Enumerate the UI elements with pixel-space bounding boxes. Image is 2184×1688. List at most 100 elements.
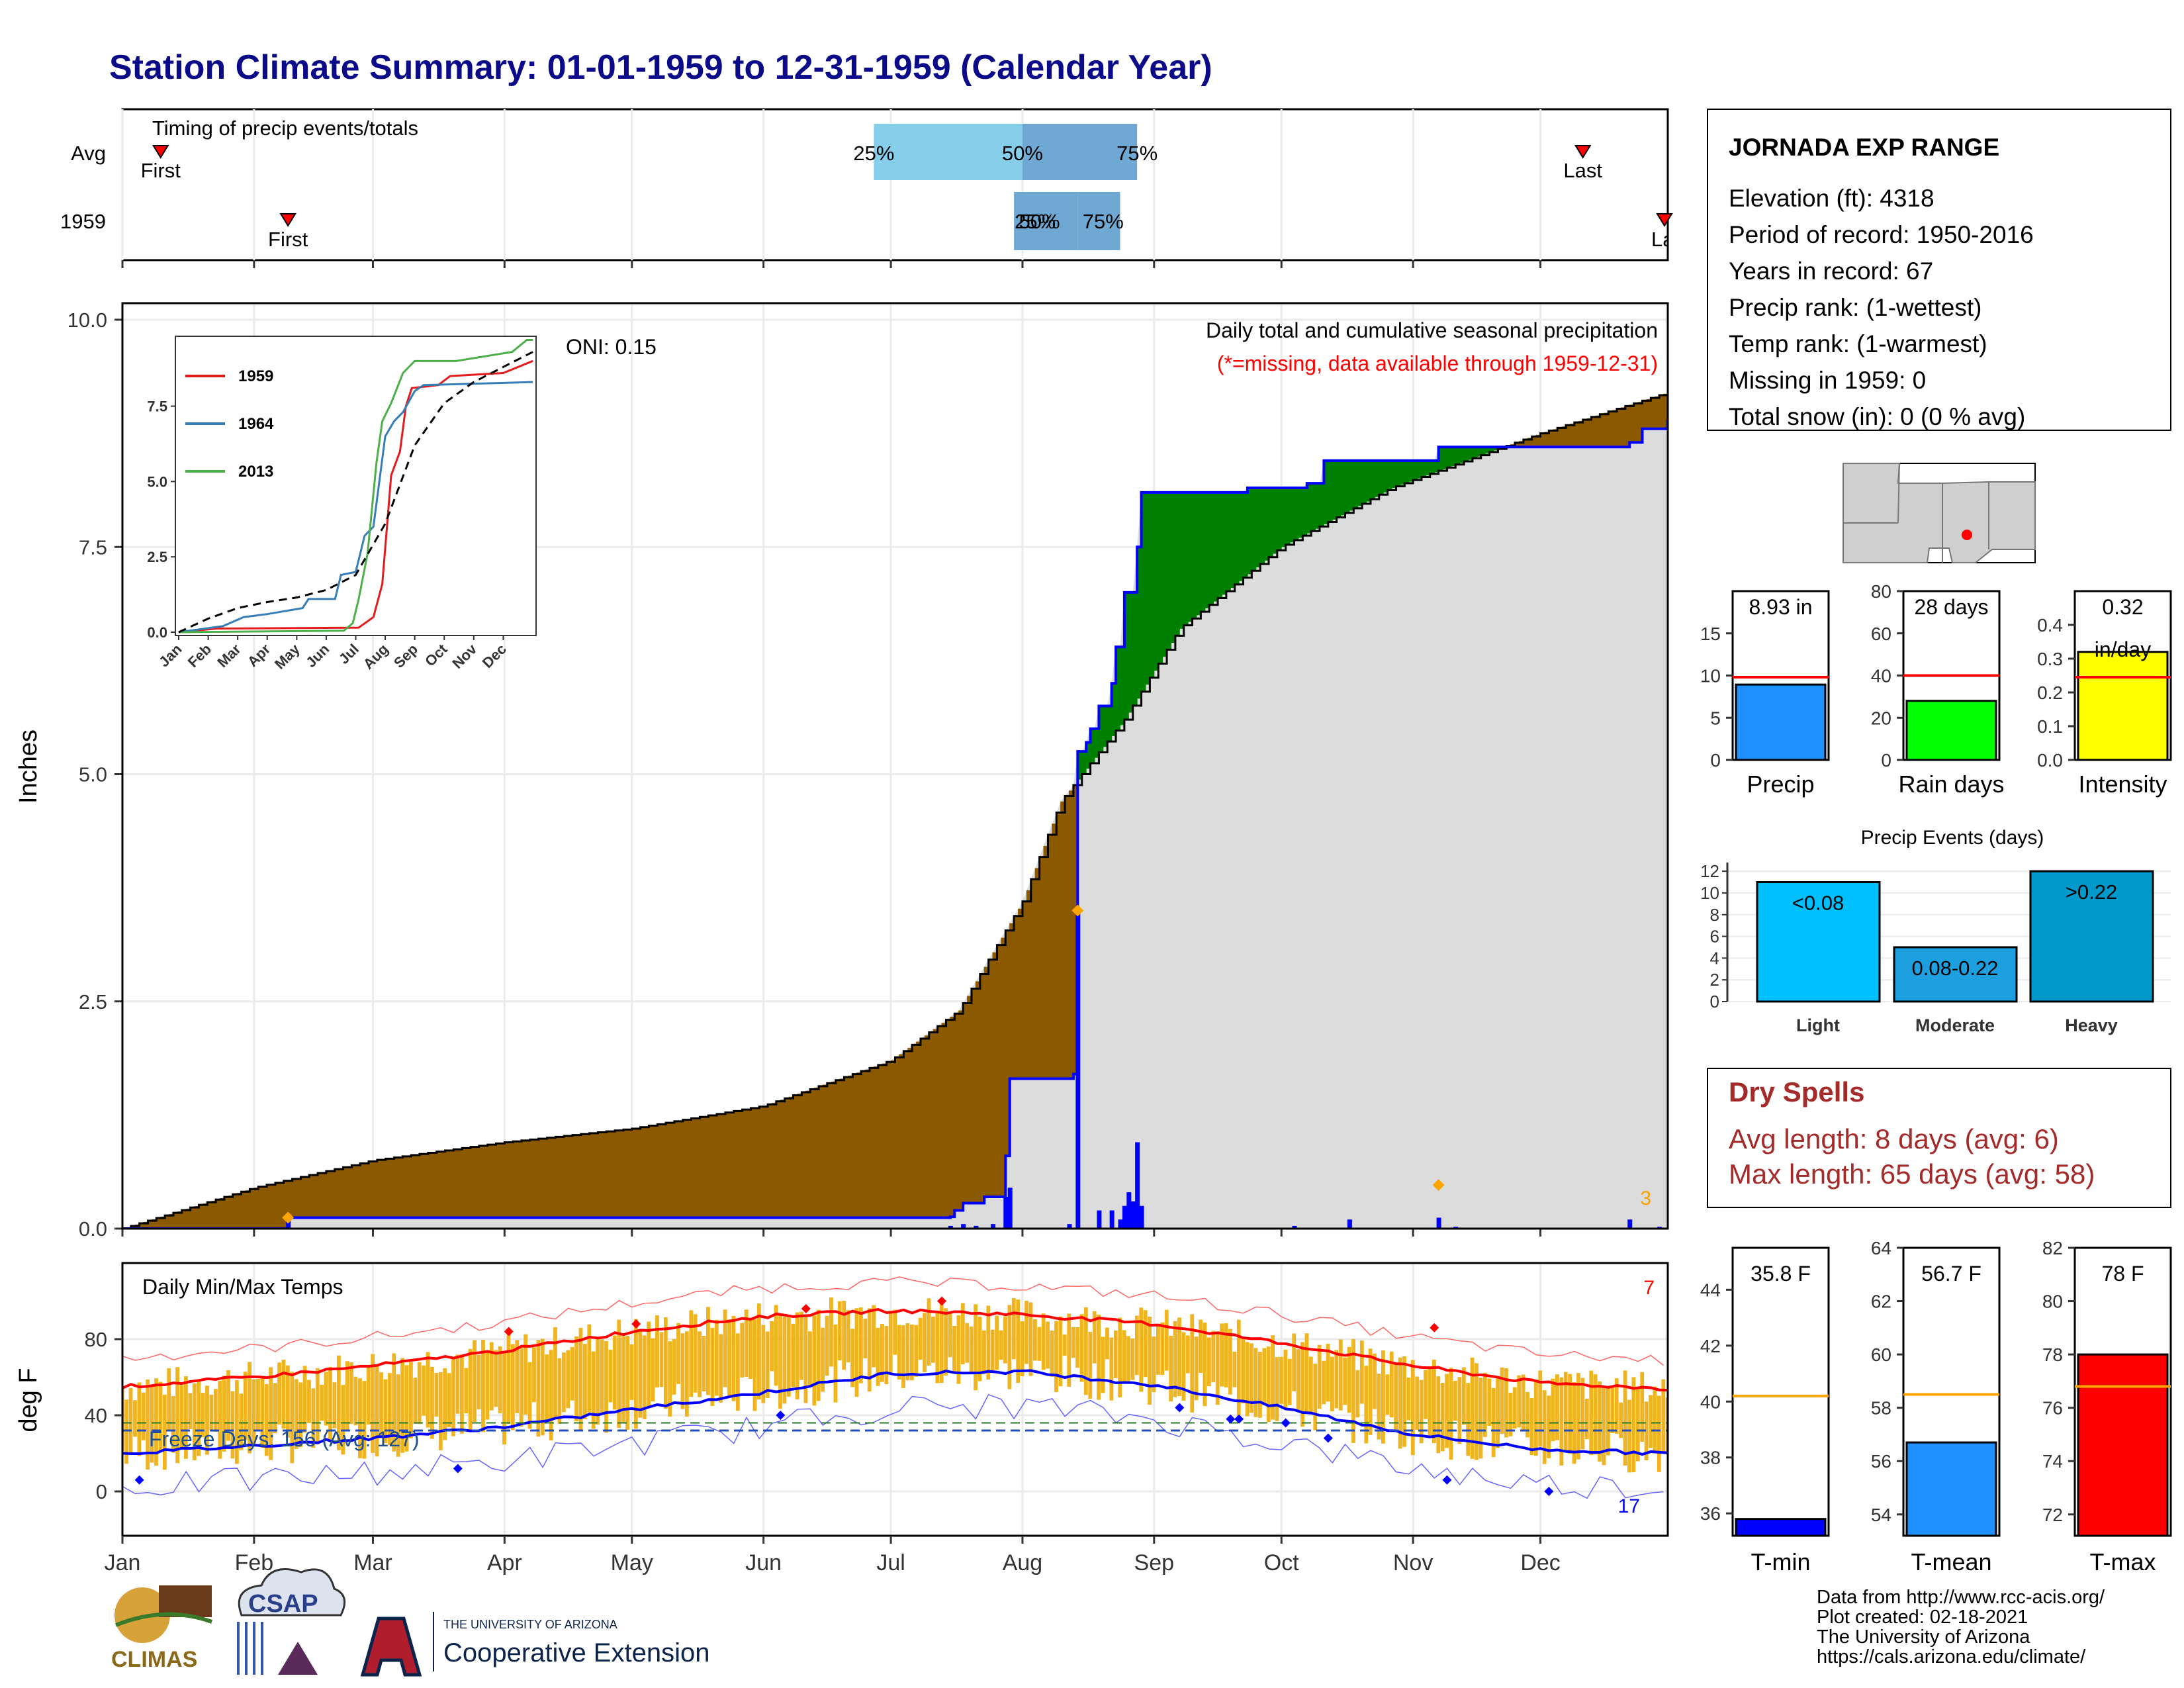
- inset-series-line: [178, 351, 533, 633]
- daily-precip-bar: [1007, 1188, 1013, 1229]
- record-low-marker: [453, 1464, 463, 1474]
- daily-temp-bar: [473, 1340, 477, 1422]
- daily-temp-bar: [1092, 1311, 1097, 1364]
- locator-map: [1843, 463, 2036, 563]
- station-info-box: JORNADA EXP RANGE Elevation (ft): 4318 P…: [1707, 109, 2171, 431]
- daily-temp-bar: [566, 1350, 570, 1409]
- cumulative-gray-area: [122, 392, 1668, 1229]
- daily-temp-bar: [358, 1378, 362, 1458]
- daily-temp-bar: [447, 1373, 451, 1428]
- daily-temp-bar: [1389, 1351, 1394, 1418]
- csap-cloud-shape: [238, 1568, 346, 1617]
- daily-temp-bar: [1206, 1337, 1211, 1387]
- daily-temp-bar: [884, 1326, 889, 1385]
- station-elevation: Elevation (ft): 4318: [1729, 185, 1934, 212]
- daily-temp-bar: [799, 1311, 803, 1380]
- daily-temp-bar: [222, 1376, 226, 1452]
- precip-count-label: 3: [1640, 1188, 1651, 1209]
- daily-temp-bar: [167, 1368, 171, 1431]
- daily-temp-bar: [1215, 1331, 1220, 1405]
- daily-temp-bar: [1292, 1333, 1297, 1391]
- timing-year-bar-lower: [1014, 192, 1078, 250]
- temp-month-label: Sep: [1134, 1550, 1175, 1575]
- daily-temp-bar: [1245, 1342, 1250, 1417]
- daily-temp-bar: [608, 1350, 613, 1403]
- daily-temp-bar: [302, 1366, 307, 1433]
- daily-temp-bar: [629, 1344, 634, 1400]
- daily-temp-bar: [1517, 1375, 1522, 1428]
- precip-diamond-marker: [282, 1211, 295, 1224]
- daily-temp-bar: [672, 1339, 676, 1395]
- temp-month-label: Nov: [1393, 1550, 1433, 1575]
- daily-temp-bar: [782, 1316, 787, 1404]
- daily-temp-bar: [829, 1297, 833, 1367]
- daily-temp-bar: [1402, 1356, 1406, 1447]
- inset-legend-label: 1959: [238, 367, 273, 385]
- precip-diamond-marker: [1071, 904, 1084, 917]
- footer-line-url: https://cals.arizona.edu/climate/: [1817, 1646, 2086, 1667]
- daily-temp-bar: [612, 1335, 617, 1410]
- timing-year-p50: 50%: [1019, 210, 1060, 233]
- temp-panel-frame: [121, 1262, 1669, 1537]
- precip-tick-label: 7.5: [79, 536, 107, 559]
- dry-spells-frame: [1707, 1068, 2171, 1208]
- daily-temp-bar: [710, 1328, 715, 1406]
- daily-temp-bar: [1109, 1337, 1114, 1401]
- daily-temp-bar: [1415, 1376, 1420, 1430]
- daily-temp-bar: [400, 1358, 404, 1453]
- daily-temp-bar: [893, 1309, 897, 1355]
- daily-temp-bar: [1385, 1374, 1390, 1415]
- record-high-marker: [801, 1304, 811, 1313]
- daily-temp-bar: [175, 1367, 179, 1464]
- daily-temp-bar: [1406, 1378, 1411, 1421]
- daily-temp-bar: [230, 1391, 235, 1459]
- daily-temp-bar: [336, 1355, 341, 1450]
- daily-temp-bar: [1262, 1348, 1267, 1405]
- daily-temp-bar: [315, 1368, 320, 1444]
- record-low-marker: [1323, 1433, 1333, 1443]
- daily-temp-bar: [1355, 1370, 1360, 1418]
- daily-temp-bar: [124, 1399, 129, 1464]
- daily-temp-bar: [1169, 1335, 1173, 1402]
- daily-temp-bar: [621, 1336, 625, 1423]
- precip-daily-bars: [282, 904, 1662, 1229]
- daily-temp-bar: [1631, 1377, 1636, 1473]
- timing-panel-label: Timing of precip events/totals: [152, 117, 418, 140]
- daily-temp-bar: [1203, 1323, 1207, 1407]
- temp-panel: Daily Min/Max Temps Freeze Days: 156 (Av…: [15, 1262, 1669, 1575]
- daily-temp-bar: [307, 1380, 311, 1423]
- daily-precip-bar: [1122, 1205, 1127, 1229]
- daily-temp-bar: [1250, 1343, 1253, 1413]
- daily-temp-bar: [1343, 1357, 1347, 1405]
- climas-logo-block: [159, 1585, 212, 1617]
- daily-temp-bar: [842, 1301, 846, 1370]
- daily-precip-bar: [991, 1224, 996, 1229]
- daily-temp-bar: [770, 1321, 774, 1372]
- daily-temp-bar: [1139, 1307, 1144, 1392]
- daily-temp-bar: [1236, 1319, 1241, 1417]
- events-tick-label: 4: [1710, 948, 1719, 968]
- dry-spells-max: Max length: 65 days (avg: 58): [1729, 1158, 2095, 1190]
- daily-temp-bar: [1283, 1349, 1288, 1409]
- daily-temp-bar: [459, 1354, 464, 1434]
- daily-temp-bar: [867, 1308, 872, 1392]
- daily-temp-bar: [1308, 1356, 1313, 1415]
- temp-summary-tick-label: 38: [1700, 1448, 1721, 1468]
- daily-temp-bar: [965, 1323, 970, 1363]
- summary-bar-tick-label: 0.3: [2037, 649, 2063, 669]
- precip-event-bar-label: <0.08: [1792, 892, 1844, 915]
- daily-temp-bar: [752, 1319, 757, 1411]
- daily-temp-bar: [1156, 1324, 1160, 1375]
- daily-temp-bar: [1496, 1376, 1500, 1448]
- daily-temp-bar: [633, 1319, 638, 1429]
- daily-temp-bar: [1160, 1322, 1165, 1376]
- daily-temp-bar: [1118, 1317, 1122, 1397]
- daily-temp-bar: [128, 1387, 133, 1453]
- daily-temp-bar: [226, 1370, 230, 1441]
- daily-temp-bar: [1436, 1376, 1441, 1454]
- daily-temp-bar: [375, 1365, 379, 1457]
- daily-temp-bar: [923, 1313, 927, 1372]
- daily-temp-bar: [1164, 1309, 1169, 1371]
- daily-temp-bar: [1466, 1383, 1471, 1456]
